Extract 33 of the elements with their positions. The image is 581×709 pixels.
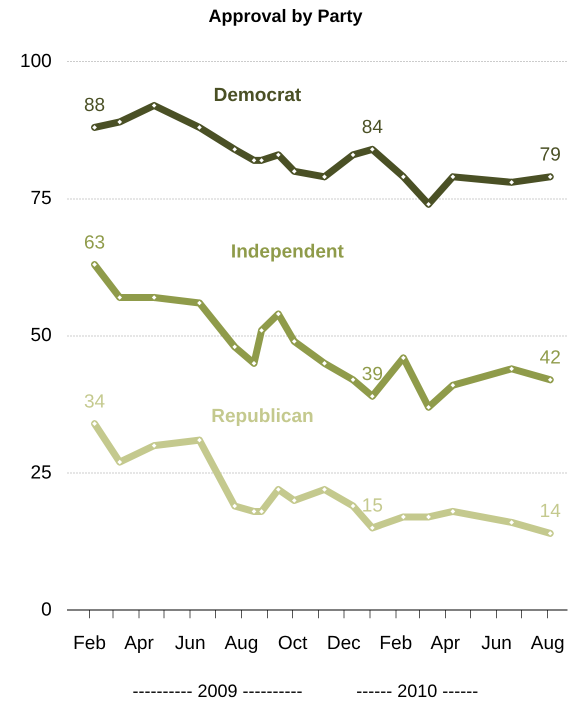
x-tick-label: Jun [174,632,206,654]
x-tick-label: Feb [73,632,106,654]
chart-title: Approval by Party [208,6,363,26]
x-tick-label: Apr [430,632,461,654]
x-tick-label: Aug [224,632,258,654]
y-tick-label: 0 [41,599,52,620]
x-tick-label: Apr [124,632,154,654]
data-label: 34 [84,391,106,412]
data-label: 79 [540,144,561,166]
text: Independent [230,242,345,263]
y-tick-label: 25 [30,462,52,484]
x-tick-label: Dec [326,632,361,654]
x-tick-label: Feb [379,632,412,654]
data-label: 15 [362,496,383,517]
x-tick-label: Aug [530,632,565,654]
data-label: 39 [362,364,383,385]
data-label: 42 [540,348,561,369]
data-label: 84 [362,117,384,138]
point [546,530,554,537]
point [546,376,554,384]
x-tick-label: Oct [278,632,308,654]
series-label: Democrat [214,85,302,106]
data-label: 63 [84,232,106,254]
y-tick-label: 50 [30,325,52,346]
series-label: Republican [211,406,314,428]
point [546,173,554,180]
x-tick-label: Jun [481,632,512,654]
y-tick-label: 75 [30,188,52,209]
data-label: 14 [540,501,562,522]
data-label: 88 [84,95,106,116]
y-tick-label: 100 [20,50,52,72]
text: ---------- 2009 ---------- [132,681,302,701]
text: ------ 2010 ------ [356,681,478,701]
